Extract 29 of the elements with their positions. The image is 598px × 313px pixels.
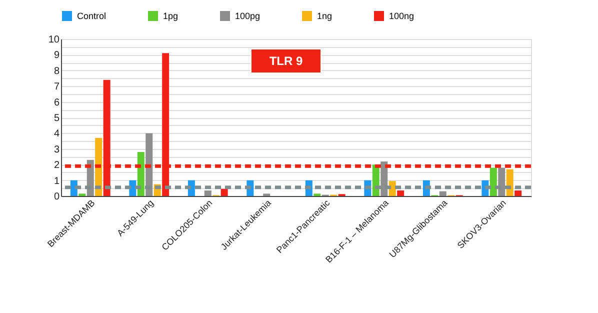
y-tick-label: 10 bbox=[48, 34, 60, 46]
y-tick-label: 7 bbox=[54, 82, 60, 93]
bar bbox=[514, 190, 522, 196]
bar bbox=[204, 190, 212, 196]
bar bbox=[137, 152, 144, 196]
bar bbox=[220, 188, 228, 196]
bar bbox=[498, 168, 506, 196]
legend-label: 1pg bbox=[163, 11, 178, 21]
y-tick-label: 5 bbox=[54, 113, 60, 124]
legend-label: 100pg bbox=[235, 11, 260, 21]
y-tick-label: 6 bbox=[54, 97, 60, 108]
y-tick-label: 4 bbox=[54, 128, 60, 140]
bar bbox=[506, 169, 514, 196]
bar bbox=[490, 168, 497, 196]
y-tick-label: 3 bbox=[54, 144, 60, 156]
legend-label: 100ng bbox=[389, 11, 414, 21]
bar bbox=[397, 190, 404, 196]
y-tick-label: 0 bbox=[54, 192, 60, 202]
legend-label: 1ng bbox=[317, 11, 332, 21]
bar bbox=[380, 161, 388, 196]
annotation: TLR 9 bbox=[269, 54, 303, 68]
y-tick-label: 8 bbox=[54, 66, 60, 77]
y-tick-label: 1 bbox=[54, 176, 60, 187]
y-tick-label: 9 bbox=[54, 50, 60, 62]
y-tick-label: 2 bbox=[54, 160, 60, 172]
legend-label: Control bbox=[77, 11, 106, 21]
bar bbox=[388, 181, 396, 196]
bar bbox=[439, 191, 446, 196]
bar bbox=[146, 133, 153, 196]
